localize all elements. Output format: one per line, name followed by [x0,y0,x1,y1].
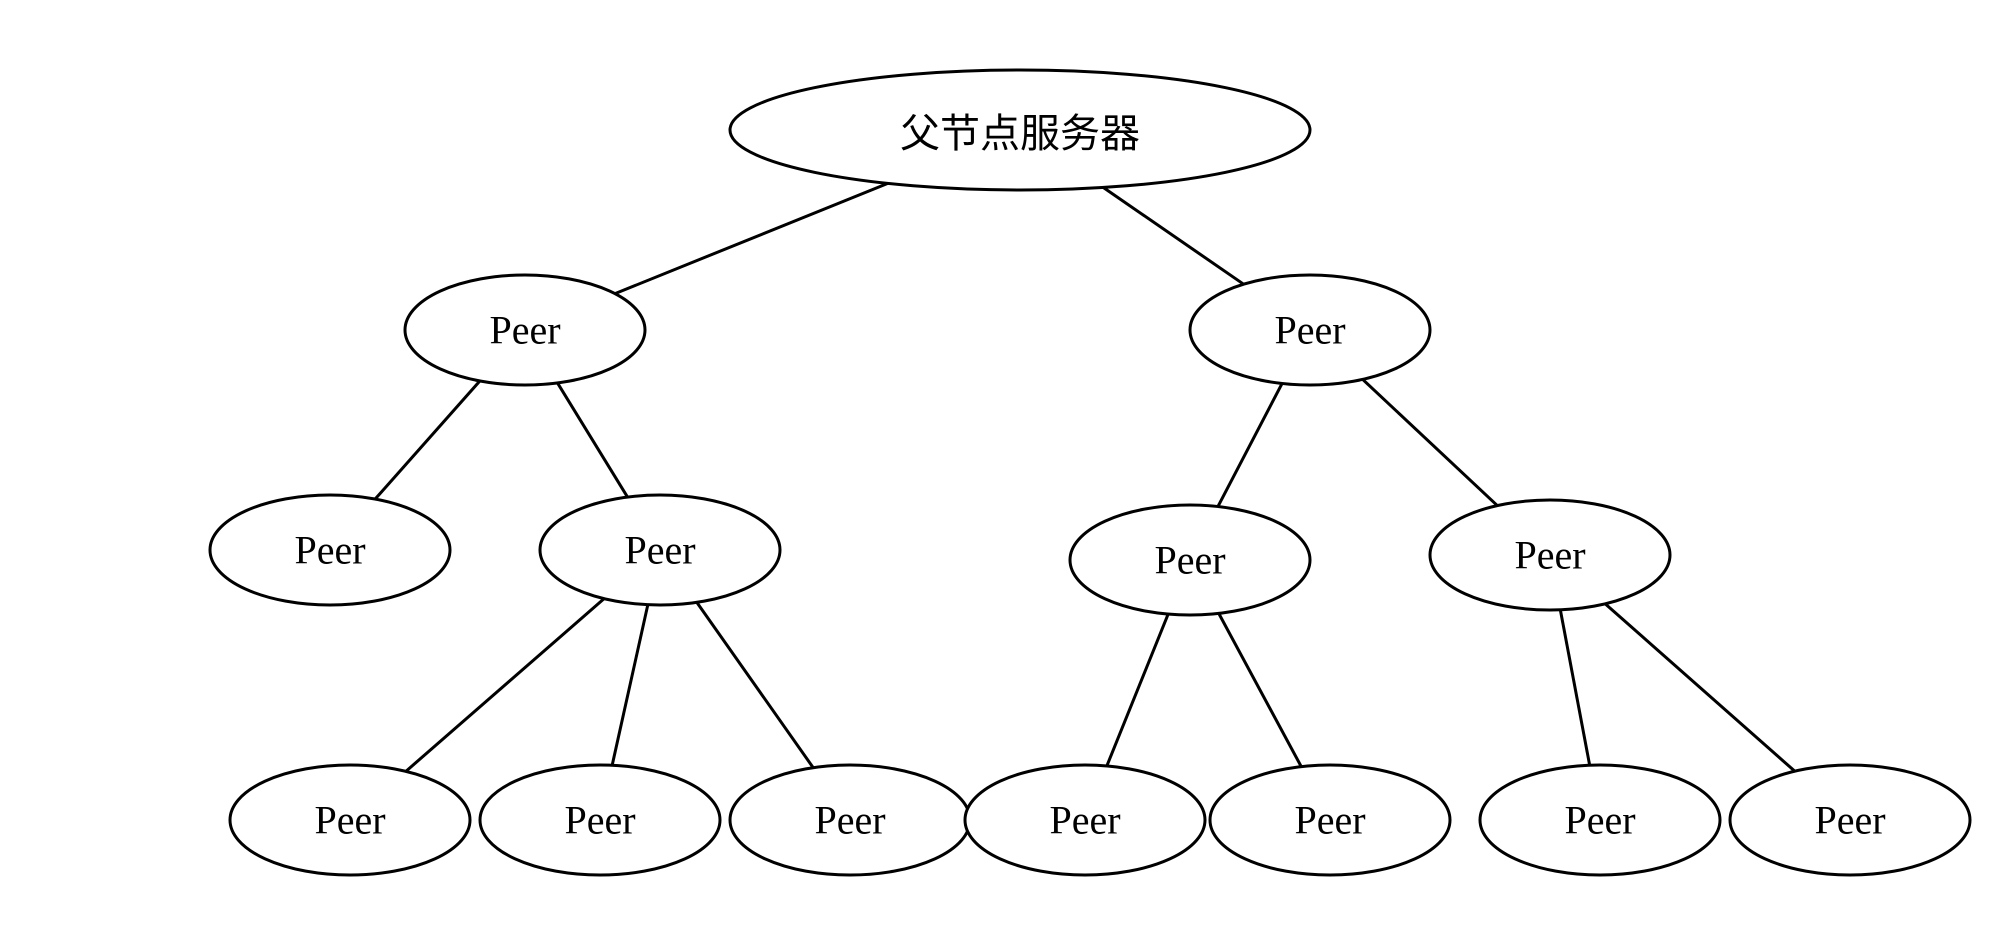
node-label-p11: Peer [1294,797,1365,844]
edge-p2-p5 [1218,383,1282,506]
edge-root-p1 [615,183,888,293]
edge-p2-p6 [1363,379,1498,505]
edge-p4-p7 [406,599,604,772]
edge-p4-p8 [612,605,648,766]
edge-p5-p10 [1107,614,1168,766]
node-label-root: 父节点服务器 [900,101,1140,159]
edge-p4-p9 [697,602,813,767]
edge-p1-p4 [557,383,627,497]
node-label-p4: Peer [624,527,695,574]
node-label-p12: Peer [1564,797,1635,844]
node-label-p9: Peer [814,797,885,844]
node-label-p8: Peer [564,797,635,844]
edge-p6-p13 [1605,604,1794,771]
node-label-p6: Peer [1514,532,1585,579]
node-label-p2: Peer [1274,307,1345,354]
node-label-p10: Peer [1049,797,1120,844]
node-label-p5: Peer [1154,537,1225,584]
edge-root-p2 [1103,187,1243,284]
node-label-p1: Peer [489,307,560,354]
node-label-p3: Peer [294,527,365,574]
node-label-p7: Peer [314,797,385,844]
edge-p1-p3 [375,381,480,499]
node-label-p13: Peer [1814,797,1885,844]
edge-p6-p12 [1560,610,1589,765]
edge-p5-p11 [1219,613,1301,766]
